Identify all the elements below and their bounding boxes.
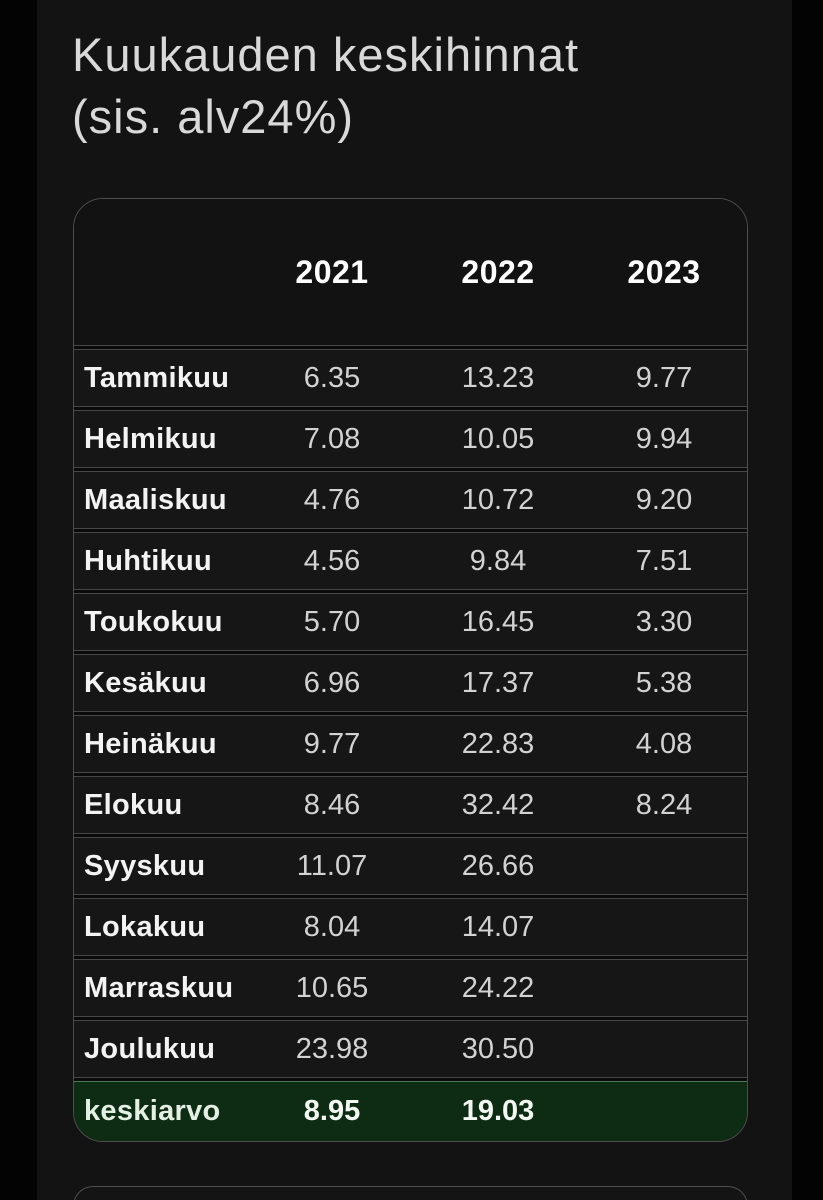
average-label: keskiarvo bbox=[84, 1095, 221, 1128]
month-label: Marraskuu bbox=[84, 971, 234, 1004]
table-row: Heinäkuu 9.77 22.83 4.08 bbox=[74, 715, 747, 774]
table-row: Tammikuu 6.35 13.23 9.77 bbox=[74, 349, 747, 408]
price-table-card: 2021 2022 2023 Tammikuu 6.35 13.23 9.77 … bbox=[73, 198, 748, 1143]
month-label: Syyskuu bbox=[84, 849, 206, 882]
value-cell: 11.07 bbox=[296, 849, 368, 882]
value-cell: 5.38 bbox=[635, 666, 693, 699]
column-header-2022: 2022 bbox=[461, 253, 535, 290]
value-cell: 9.77 bbox=[303, 727, 361, 760]
value-cell: 4.56 bbox=[303, 544, 361, 577]
value-cell: 9.20 bbox=[635, 483, 693, 516]
table-row: Syyskuu 11.07 26.66 bbox=[74, 837, 747, 896]
value-cell: 14.07 bbox=[461, 910, 535, 943]
month-label: Maaliskuu bbox=[84, 483, 227, 516]
column-header-2021: 2021 bbox=[295, 253, 369, 290]
table-row: Huhtikuu 4.56 9.84 7.51 bbox=[74, 532, 747, 591]
month-label: Lokakuu bbox=[84, 910, 206, 943]
month-label: Elokuu bbox=[84, 788, 183, 821]
page-background: Kuukauden keskihinnat (sis. alv24%) 2021… bbox=[37, 0, 792, 1200]
table-row: Elokuu 8.46 32.42 8.24 bbox=[74, 776, 747, 835]
table-row: Marraskuu 10.65 24.22 bbox=[74, 959, 747, 1018]
value-cell: 9.94 bbox=[635, 422, 693, 455]
table-row: Maaliskuu 4.76 10.72 9.20 bbox=[74, 471, 747, 530]
table-row: Toukokuu 5.70 16.45 3.30 bbox=[74, 593, 747, 652]
table-row: Joulukuu 23.98 30.50 bbox=[74, 1020, 747, 1079]
value-cell: 9.77 bbox=[635, 361, 693, 394]
value-cell: 7.51 bbox=[635, 544, 693, 577]
page-title: Kuukauden keskihinnat (sis. alv24%) bbox=[72, 24, 712, 148]
value-cell: 4.76 bbox=[303, 483, 361, 516]
value-cell: 22.83 bbox=[461, 727, 535, 760]
month-label: Toukokuu bbox=[84, 605, 223, 638]
table-row: Kesäkuu 6.96 17.37 5.38 bbox=[74, 654, 747, 713]
value-cell: 6.35 bbox=[303, 361, 361, 394]
value-cell: 6.96 bbox=[303, 666, 361, 699]
value-cell: 4.08 bbox=[635, 727, 693, 760]
left-bezel bbox=[0, 0, 37, 1200]
month-label: Helmikuu bbox=[84, 422, 217, 455]
average-value-2021: 8.95 bbox=[303, 1095, 361, 1128]
page-title-line-2: (sis. alv24%) bbox=[72, 90, 355, 144]
value-cell: 10.65 bbox=[295, 971, 369, 1004]
table-row: Lokakuu 8.04 14.07 bbox=[74, 898, 747, 957]
month-label: Joulukuu bbox=[84, 1032, 216, 1065]
value-cell: 26.66 bbox=[461, 849, 535, 882]
value-cell: 10.05 bbox=[461, 422, 535, 455]
value-cell: 13.23 bbox=[461, 361, 535, 394]
table-row: Helmikuu 7.08 10.05 9.94 bbox=[74, 410, 747, 469]
month-label: Heinäkuu bbox=[84, 727, 217, 760]
table-rows: Tammikuu 6.35 13.23 9.77 Helmikuu 7.08 1… bbox=[74, 346, 747, 1082]
value-cell: 30.50 bbox=[461, 1032, 535, 1065]
month-label: Kesäkuu bbox=[84, 666, 207, 699]
value-cell: 8.46 bbox=[303, 788, 361, 821]
value-cell: 10.72 bbox=[461, 483, 535, 516]
table-header-row: 2021 2022 2023 bbox=[74, 199, 747, 347]
value-cell: 16.45 bbox=[461, 605, 535, 638]
value-cell: 9.84 bbox=[469, 544, 527, 577]
average-value-2022: 19.03 bbox=[461, 1095, 535, 1128]
value-cell: 8.24 bbox=[635, 788, 693, 821]
value-cell: 17.37 bbox=[461, 666, 535, 699]
next-card-stub bbox=[73, 1186, 748, 1200]
month-label: Huhtikuu bbox=[84, 544, 213, 577]
right-bezel bbox=[792, 0, 823, 1200]
value-cell: 8.04 bbox=[303, 910, 361, 943]
value-cell: 24.22 bbox=[461, 971, 535, 1004]
value-cell: 32.42 bbox=[461, 788, 535, 821]
average-row: keskiarvo 8.95 19.03 bbox=[74, 1081, 747, 1142]
value-cell: 7.08 bbox=[303, 422, 361, 455]
page-title-line-1: Kuukauden keskihinnat bbox=[72, 28, 580, 81]
column-header-2023: 2023 bbox=[627, 253, 701, 290]
value-cell: 3.30 bbox=[635, 605, 693, 638]
value-cell: 23.98 bbox=[295, 1032, 369, 1065]
value-cell: 5.70 bbox=[303, 605, 361, 638]
month-label: Tammikuu bbox=[84, 361, 230, 394]
